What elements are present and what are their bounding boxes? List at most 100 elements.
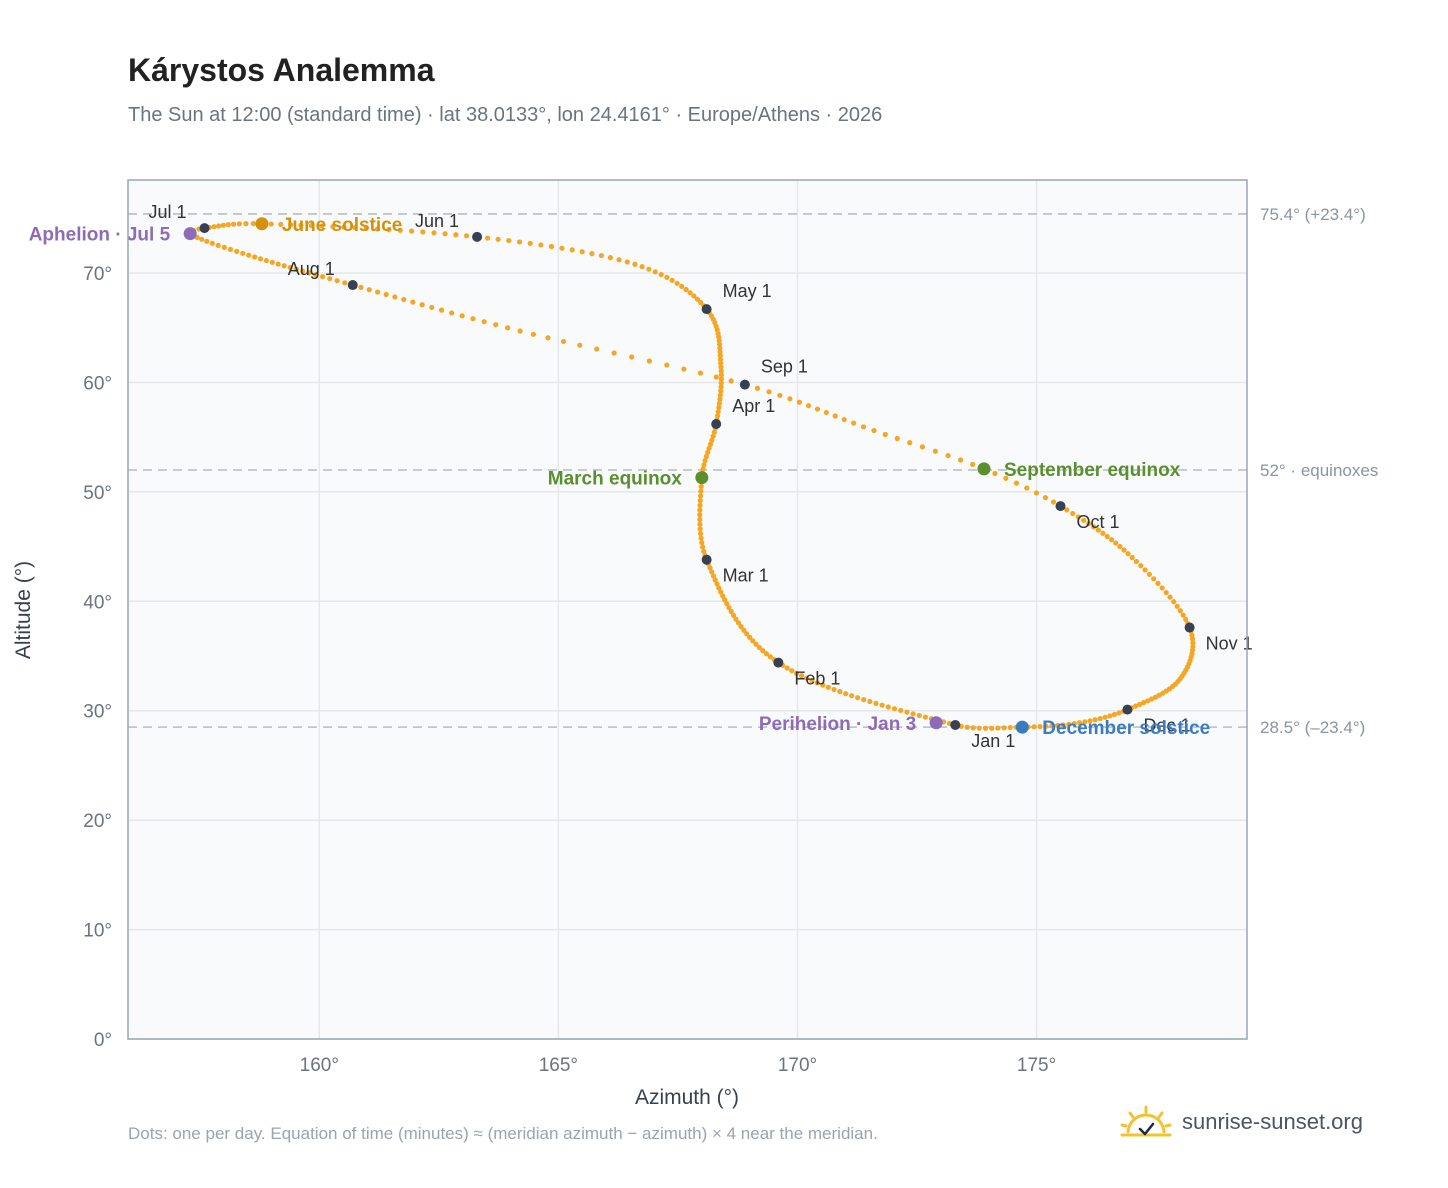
- daily-sun-dot: [505, 325, 511, 331]
- daily-sun-dot: [341, 224, 347, 230]
- daily-sun-dot: [766, 389, 772, 395]
- daily-sun-dot: [1189, 636, 1196, 642]
- daily-sun-dot: [278, 221, 284, 228]
- y-tick-label: 70°: [83, 264, 112, 285]
- daily-sun-dot: [707, 565, 713, 571]
- daily-sun-dot: [268, 221, 274, 227]
- daily-sun-dot: [1138, 563, 1144, 569]
- month-marker-label: Oct 1: [1077, 512, 1120, 532]
- daily-sun-dot: [697, 526, 703, 532]
- daily-sun-dot: [1125, 551, 1131, 557]
- daily-sun-dot: [753, 641, 759, 647]
- daily-sun-dot: [408, 228, 415, 234]
- daily-sun-dot: [1117, 543, 1123, 550]
- daily-sun-dot: [419, 302, 425, 308]
- daily-sun-dot: [577, 342, 583, 348]
- daily-sun-dot: [397, 227, 403, 233]
- daily-sun-dot: [1121, 547, 1127, 553]
- daily-sun-dot: [733, 616, 739, 622]
- daily-sun-dot: [527, 240, 533, 247]
- daily-sun-dot: [922, 714, 928, 720]
- daily-sun-dot: [449, 310, 455, 316]
- axis-ticks: 160° 165° 170° 175° 0° 10° 20° 30° 40° 50° 60° 70°: [83, 264, 1056, 1076]
- daily-sun-dot: [885, 704, 891, 710]
- sun-logo-icon: [1120, 1105, 1172, 1137]
- event-marker-dot: [255, 217, 269, 231]
- daily-sun-dot: [664, 274, 670, 280]
- daily-sun-dot: [269, 259, 275, 265]
- daily-sun-dot: [720, 593, 726, 599]
- month-marker-label: Mar 1: [723, 566, 769, 586]
- daily-sun-dot: [1111, 711, 1118, 718]
- month-marker-dot: [347, 280, 358, 291]
- daily-sun-dot: [932, 448, 938, 454]
- daily-sun-dot: [1152, 694, 1159, 700]
- brand-link[interactable]: sunrise-sunset.org: [1120, 1102, 1363, 1142]
- daily-sun-dot: [1167, 594, 1173, 600]
- daily-sun-dot: [629, 354, 635, 360]
- daily-sun-dot: [646, 358, 652, 364]
- daily-sun-dot: [718, 384, 724, 390]
- daily-sun-dot: [767, 654, 773, 660]
- daily-sun-dot: [1013, 480, 1020, 486]
- daily-sun-dot: [275, 261, 281, 267]
- daily-sun-dot: [698, 483, 704, 490]
- daily-sun-dot: [679, 283, 685, 289]
- daily-sun-dot: [560, 338, 567, 345]
- daily-sun-dot: [722, 597, 728, 603]
- daily-sun-dot: [730, 612, 737, 619]
- daily-sun-dot: [715, 409, 721, 415]
- daily-sun-dot: [287, 264, 293, 271]
- x-axis-label: Azimuth (°): [635, 1086, 739, 1109]
- daily-sun-dot: [716, 585, 722, 591]
- reference-line-label: 75.4° (+23.4°): [1260, 205, 1366, 224]
- daily-sun-dot: [716, 400, 723, 406]
- daily-sun-dot: [559, 245, 565, 251]
- daily-sun-dot: [616, 257, 622, 263]
- daily-sun-dot: [697, 530, 704, 537]
- month-marker-label: Nov 1: [1206, 634, 1253, 654]
- daily-sun-dot: [713, 374, 719, 380]
- daily-sun-dot: [1171, 599, 1177, 605]
- event-marker-dot: [695, 471, 709, 485]
- daily-sun-dot: [698, 488, 704, 494]
- daily-sun-dot: [1031, 724, 1037, 730]
- daily-sun-dot: [1159, 585, 1165, 591]
- daily-sun-dot: [481, 319, 487, 325]
- daily-sun-dot: [750, 638, 756, 644]
- daily-sun-dot: [681, 366, 687, 372]
- y-tick-label: 20°: [83, 811, 112, 832]
- daily-sun-dot: [754, 385, 761, 391]
- daily-sun-dot: [697, 521, 703, 527]
- daily-sun-dot: [453, 232, 459, 238]
- daily-sun-dot: [243, 221, 249, 227]
- daily-sun-dot: [982, 725, 989, 731]
- daily-sun-dot: [891, 706, 898, 712]
- daily-sun-dot: [744, 631, 750, 637]
- daily-sun-dot: [1108, 537, 1115, 543]
- daily-sun-dot: [358, 284, 364, 290]
- daily-sun-dot: [1097, 715, 1103, 722]
- daily-sun-dot: [724, 601, 730, 607]
- daily-sun-dot: [718, 376, 724, 382]
- y-tick-label: 10°: [83, 921, 112, 942]
- daily-sun-dot: [392, 294, 398, 300]
- daily-sun-dot: [652, 269, 658, 275]
- daily-sun-dot: [1155, 580, 1161, 586]
- daily-sun-dot: [726, 605, 732, 611]
- daily-sun-dot: [849, 693, 855, 699]
- daily-sun-dot: [814, 406, 821, 412]
- reference-lines: 75.4° (+23.4°) 52° · equinoxes 28.5° (–23.…: [128, 205, 1378, 737]
- daily-sun-dot: [1113, 540, 1119, 546]
- daily-sun-dot: [211, 224, 217, 230]
- daily-sun-dot: [431, 230, 437, 236]
- daily-sun-dot: [1054, 722, 1061, 729]
- daily-sun-dot: [464, 233, 470, 239]
- daily-sun-dot: [716, 404, 722, 411]
- daily-sun-dot: [516, 239, 523, 245]
- daily-sun-dot: [598, 252, 604, 259]
- daily-sun-dot: [410, 299, 416, 305]
- daily-sun-dot: [363, 225, 369, 231]
- daily-sun-dot: [825, 684, 831, 690]
